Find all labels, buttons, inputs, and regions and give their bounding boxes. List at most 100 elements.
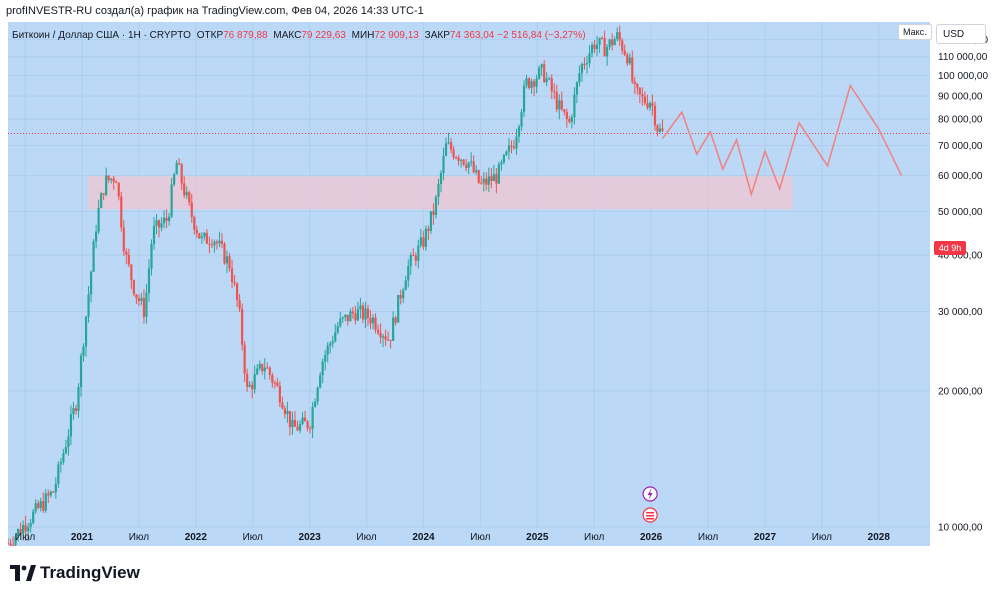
candle-body	[590, 44, 594, 54]
flag-stripe	[646, 512, 655, 514]
candle-body	[52, 491, 55, 493]
candle-body	[643, 96, 646, 104]
x-axis: Июл 2021 Июл 2022 Июл 2023 Июл 2024 Июл 2025 Июл 20…	[15, 532, 890, 543]
x-tick-label: Июл	[243, 532, 263, 543]
candle-body	[379, 332, 382, 338]
candle-body	[354, 313, 357, 321]
candle-body	[475, 170, 478, 173]
candle-body	[185, 192, 188, 196]
open-value: 76 879,88	[223, 30, 268, 41]
candle-body	[487, 176, 490, 185]
candle-body	[548, 78, 551, 80]
candle-body	[535, 78, 538, 87]
x-tick-label: 2023	[299, 532, 322, 543]
candle-body	[256, 368, 259, 375]
candle-body	[560, 100, 563, 110]
y-tick-label: 60 000,00	[938, 171, 983, 182]
candle-body	[54, 483, 57, 493]
candle-body	[389, 339, 392, 341]
candle-body	[603, 38, 606, 57]
candle-body	[444, 143, 448, 156]
candle-body	[376, 329, 380, 333]
candle-body	[301, 417, 304, 424]
markers	[642, 486, 658, 523]
close-label: ЗАКР	[424, 30, 450, 41]
candle-body	[89, 271, 93, 295]
candle-body	[9, 543, 12, 546]
candle-body	[525, 78, 528, 86]
low-label: МИН	[351, 30, 375, 41]
price-chart[interactable]: Июл 2021 Июл 2022 Июл 2023 Июл 2024 Июл 2025 Июл 20…	[8, 22, 930, 546]
candle-body	[47, 493, 50, 496]
candle-body	[585, 63, 589, 65]
candle-body	[122, 227, 125, 252]
symbol-label[interactable]: Биткоин / Доллар США · 1Н · CRYPTO	[12, 30, 191, 41]
candle-body	[558, 100, 561, 110]
y-tick-label: 20 000,00	[938, 387, 983, 398]
high-value: 79 229,63	[301, 30, 346, 41]
candle-body	[246, 373, 249, 387]
candle-body	[540, 64, 543, 68]
candle-body	[404, 280, 407, 291]
candle-body	[190, 202, 193, 218]
candle-body	[64, 446, 67, 454]
candle-body	[467, 162, 470, 169]
candle-body	[397, 295, 400, 323]
candle-body	[598, 37, 601, 45]
candle-body	[495, 174, 498, 184]
candle-body	[527, 78, 531, 88]
candle-body	[281, 402, 284, 409]
candle-body	[170, 184, 173, 217]
candle-body	[220, 240, 224, 245]
candle-body	[361, 305, 365, 320]
candle-body	[611, 39, 614, 46]
candle-body	[29, 522, 32, 528]
candle-body	[465, 164, 468, 169]
candle-body	[268, 367, 271, 376]
brand-name: TradingView	[40, 563, 140, 582]
price-axis[interactable]: 10 000,00 20 000,00 30 000,00 40 000,00 50 0…	[930, 22, 994, 546]
candle-body	[656, 125, 659, 132]
candle-body	[517, 126, 521, 137]
candle-body	[8, 543, 10, 545]
candle-body	[200, 236, 203, 239]
candle-body	[24, 525, 27, 532]
candle-body	[44, 493, 47, 511]
candle-body	[102, 193, 105, 195]
candle-body	[407, 266, 410, 281]
y-tick-label: 100 000,00	[938, 71, 988, 82]
candle-body	[321, 361, 324, 376]
candle-body	[608, 39, 611, 47]
candle-body	[135, 294, 138, 299]
brand-footer[interactable]: TradingView	[10, 561, 140, 585]
candle-body	[480, 182, 483, 184]
candle-body	[225, 256, 229, 264]
candle-body	[157, 220, 161, 228]
candle-body	[233, 281, 236, 284]
candle-body	[364, 308, 367, 320]
candle-body	[165, 217, 168, 222]
candle-body	[69, 414, 73, 437]
currency-button[interactable]: USD	[936, 24, 986, 44]
candle-body	[427, 228, 430, 231]
candle-body	[261, 363, 264, 372]
candle-body	[369, 318, 372, 324]
y-tick-label: 10 000,00	[938, 523, 983, 534]
candle-body	[555, 92, 558, 110]
candle-body	[100, 193, 103, 208]
max-range-button[interactable]: Макс.	[898, 24, 932, 40]
candle-body	[628, 57, 631, 64]
candle-body	[553, 90, 556, 93]
candle-body	[371, 317, 375, 324]
x-tick-label: 2024	[412, 532, 435, 543]
candles	[8, 25, 664, 546]
price-axis-labels: 10 000,00 20 000,00 30 000,00 40 000,00 50 0…	[938, 35, 988, 534]
candle-body	[512, 146, 516, 149]
candle-body	[588, 53, 591, 64]
candle-body	[600, 37, 604, 39]
candle-body	[258, 363, 261, 369]
candle-body	[188, 192, 191, 203]
y-tick-label: 40 000,00	[938, 251, 983, 262]
candle-body	[251, 384, 254, 390]
chart-area[interactable]: Июл 2021 Июл 2022 Июл 2023 Июл 2024 Июл 2025 Июл 20…	[8, 22, 930, 546]
